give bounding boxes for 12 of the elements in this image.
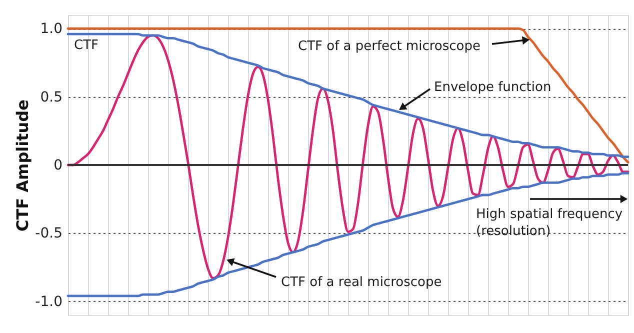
annotation: CTF of a perfect microscope bbox=[298, 39, 480, 54]
annotation: High spatial frequency (resolution) bbox=[476, 207, 623, 239]
annotation: Envelope function bbox=[434, 80, 552, 95]
line-series bbox=[66, 172, 630, 298]
y-tick-label: 1.0 bbox=[40, 21, 62, 38]
y-tick-label: -1.0 bbox=[35, 294, 62, 310]
annotation: CTF bbox=[74, 38, 98, 53]
y-axis-title: CTF Amplitude bbox=[13, 99, 32, 232]
y-tick-label: 0 bbox=[54, 158, 62, 174]
y-tick-label: 0.5 bbox=[40, 89, 62, 106]
y-tick-label: -0.5 bbox=[35, 226, 62, 242]
annotation: CTF of a real microscope bbox=[281, 275, 442, 290]
